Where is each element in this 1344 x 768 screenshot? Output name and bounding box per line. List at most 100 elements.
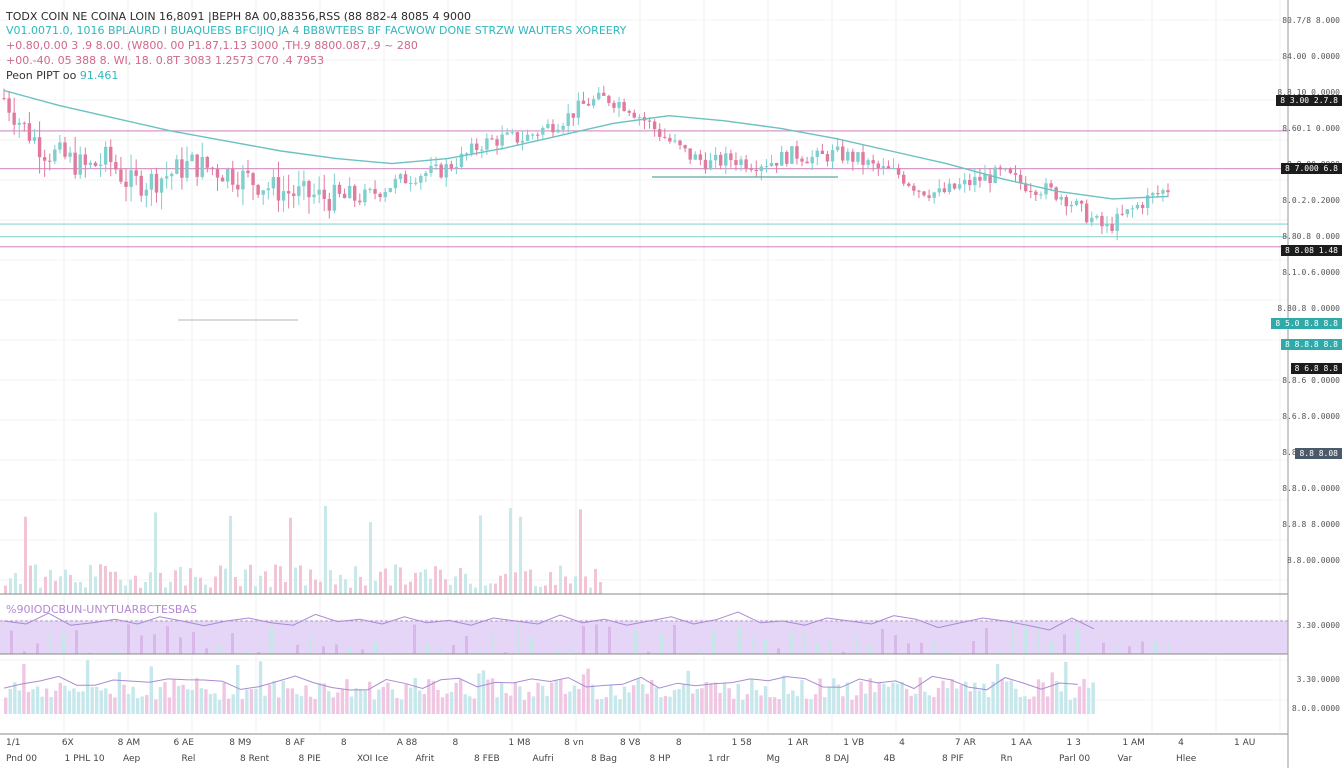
oscillator-bar: [660, 634, 663, 654]
toolbar-item[interactable]: 1 rdr: [708, 754, 730, 764]
time-tick-label: 8: [340, 738, 347, 748]
histogram-bar: [754, 690, 759, 714]
oscillator-bar: [608, 626, 611, 654]
toolbar-item[interactable]: Parl 00: [1059, 754, 1091, 764]
candle-body: [632, 112, 636, 118]
toolbar-item[interactable]: Hlee: [1176, 754, 1197, 764]
candle-body: [159, 178, 164, 193]
volume-bar: [129, 579, 132, 594]
histogram-bar: [613, 695, 618, 714]
histogram-bar: [782, 675, 786, 714]
volume-bar: [544, 585, 547, 594]
toolbar-item[interactable]: 8 HP: [649, 754, 671, 764]
candle-body: [647, 120, 652, 122]
histogram-bar: [186, 689, 190, 714]
histogram-bar: [281, 680, 285, 714]
toolbar-item[interactable]: Mg: [766, 754, 780, 764]
volume-bar: [564, 576, 567, 594]
toolbar-item[interactable]: Pnd 00: [6, 754, 37, 764]
volume-bar: [19, 583, 22, 594]
toolbar-item[interactable]: Rel: [181, 754, 196, 764]
histogram-bar: [245, 689, 249, 714]
histogram-bar: [63, 685, 67, 714]
candle-body: [495, 139, 499, 146]
histogram-bar: [954, 688, 959, 714]
candle-body: [449, 164, 454, 169]
candle-body: [581, 100, 586, 104]
toolbar-item[interactable]: XOI Ice: [357, 754, 389, 764]
volume-bar: [494, 583, 497, 594]
toolbar-item[interactable]: Aufri: [532, 754, 554, 764]
candle-body: [459, 153, 464, 168]
candle-body: [917, 190, 921, 192]
histogram-bar: [72, 688, 76, 714]
oscillator-bar: [595, 624, 598, 654]
histogram-bar: [145, 694, 149, 714]
volume-bar: [284, 581, 287, 594]
histogram-bar: [595, 699, 599, 714]
histogram-bar: [140, 696, 144, 714]
histogram-bar: [513, 681, 517, 714]
histogram-bar: [863, 693, 868, 714]
histogram-bar: [786, 693, 790, 714]
toolbar-item[interactable]: Var: [1117, 754, 1133, 764]
histogram-bar: [99, 690, 103, 714]
histogram-bar: [267, 684, 272, 714]
candle-body: [175, 159, 179, 174]
toolbar-item[interactable]: 4B: [883, 754, 896, 764]
candle-body: [236, 184, 240, 190]
time-tick-label: 8 AF: [285, 738, 305, 748]
candle-body: [530, 134, 535, 136]
candle-body: [1125, 209, 1130, 215]
toolbar-item[interactable]: 8 PIF: [942, 754, 964, 764]
toolbar-item[interactable]: Aep: [123, 754, 141, 764]
volume-bar: [164, 587, 167, 594]
histogram-bar: [818, 678, 822, 714]
oscillator-bar: [127, 624, 130, 654]
volume-bar: [534, 586, 537, 594]
toolbar-item[interactable]: 8 DAJ: [825, 754, 850, 764]
histogram-bar: [1050, 672, 1054, 714]
toolbar-item[interactable]: 8 FEB: [474, 754, 500, 764]
toolbar-item[interactable]: Rn: [1000, 754, 1013, 764]
toolbar-item[interactable]: 8 Bag: [591, 754, 617, 764]
oscillator-bar: [140, 635, 143, 654]
histogram-bar: [968, 691, 972, 714]
oscillator-bar: [972, 641, 975, 654]
volume-bar: [454, 576, 457, 594]
candle-body: [231, 168, 235, 185]
histogram-bar: [1014, 688, 1018, 714]
histogram-bar: [804, 698, 809, 714]
toolbar-item[interactable]: Afrit: [415, 754, 435, 764]
candle-body: [830, 150, 835, 162]
toolbar-item[interactable]: 8 PIE: [298, 754, 321, 764]
volume-bar: [79, 581, 82, 594]
candle-body: [42, 157, 47, 161]
candle-body: [1084, 203, 1089, 223]
toolbar-item[interactable]: 1 PHL 10: [64, 754, 105, 764]
histogram-bar: [1027, 699, 1032, 714]
toolbar-item[interactable]: 8 Rent: [240, 754, 270, 764]
volume-bar: [134, 575, 137, 594]
volume-bar: [549, 572, 552, 594]
volume-bar: [84, 587, 87, 594]
histogram-bar: [681, 684, 686, 714]
histogram-bar: [900, 681, 904, 714]
histogram-bar: [104, 688, 108, 714]
histogram-bar: [322, 683, 326, 714]
candle-body: [536, 134, 540, 136]
candle-body: [1130, 208, 1135, 210]
histogram-bar: [454, 682, 458, 714]
candle-body: [673, 140, 677, 142]
candle-body: [180, 159, 184, 178]
candle-body: [785, 151, 789, 164]
histogram-bar: [67, 690, 72, 714]
time-tick-label: 1 AM: [1122, 738, 1145, 748]
price-tag: 8 7.000 6.8: [1281, 163, 1342, 174]
histogram-bar: [95, 686, 99, 714]
volume-bar: [24, 516, 27, 594]
candle-body: [103, 146, 108, 165]
candle-body: [200, 156, 204, 177]
volume-bar: [424, 569, 427, 594]
